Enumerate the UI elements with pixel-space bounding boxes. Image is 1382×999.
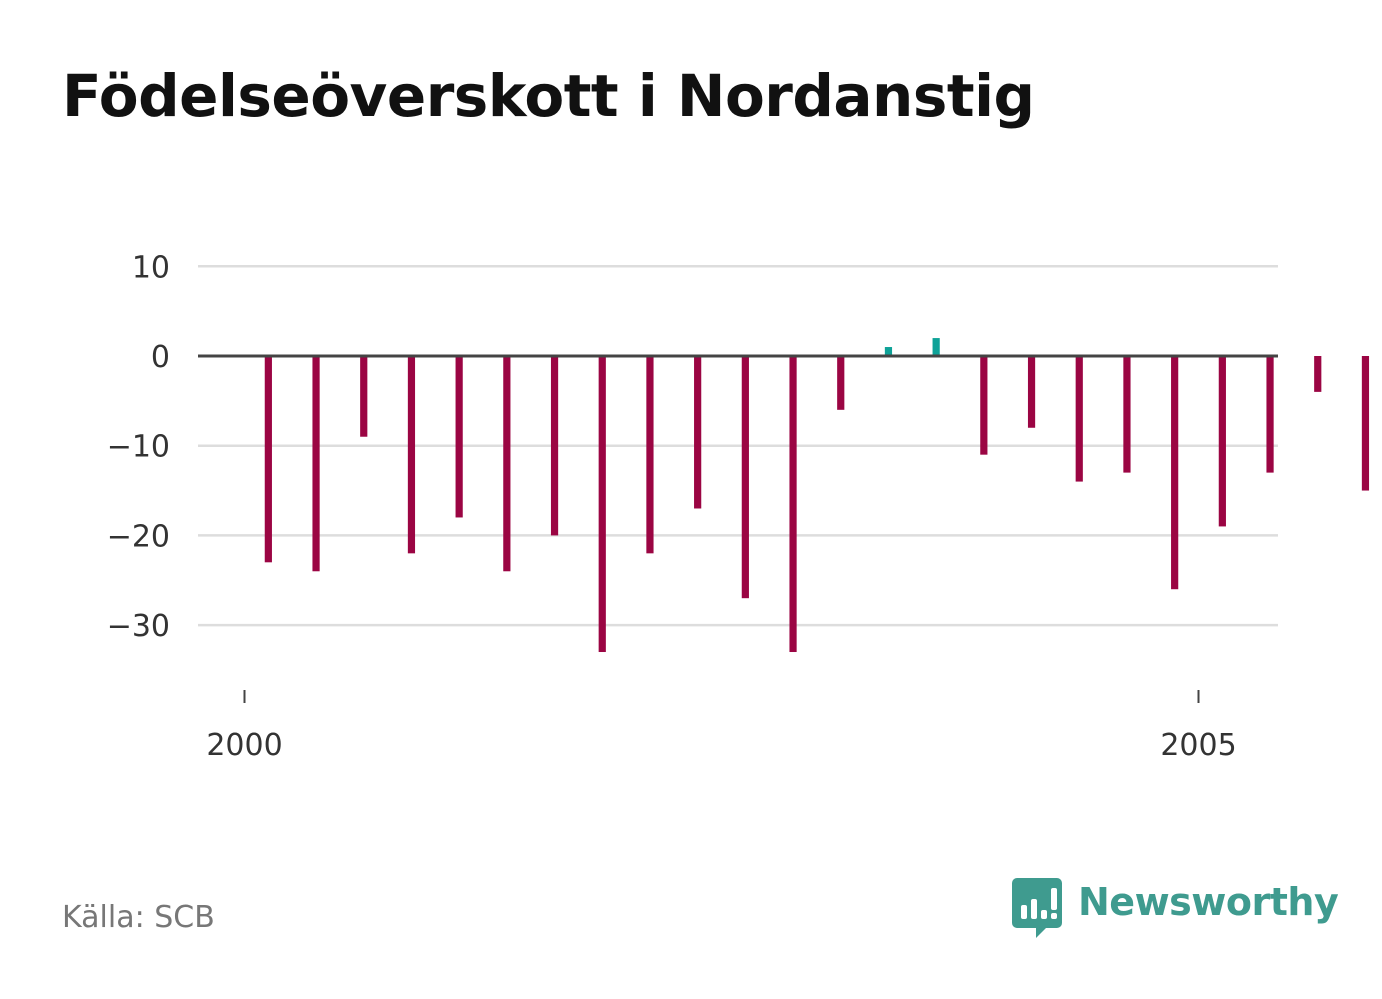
y-tick-label: 0 [151, 340, 170, 375]
bar [503, 356, 511, 572]
y-tick-label: −20 [107, 519, 170, 554]
bar [264, 356, 272, 563]
bar [837, 356, 845, 410]
newsworthy-logo-icon [1012, 878, 1062, 938]
bars [264, 338, 1370, 653]
y-tick-label: −30 [107, 609, 170, 644]
y-tick-label: −10 [107, 430, 170, 465]
bar [789, 356, 797, 653]
y-tick-label: 10 [132, 250, 170, 285]
x-tick-label: 2005 [1160, 728, 1236, 763]
bar [455, 356, 463, 518]
bar [1171, 356, 1179, 590]
chart-title: Födelseöverskott i Nordanstig [62, 62, 1035, 130]
bar [1361, 356, 1370, 491]
bar [550, 356, 559, 536]
bar [1123, 356, 1131, 473]
brand-name: Newsworthy [1078, 880, 1339, 924]
x-tick-label: 2000 [206, 728, 282, 763]
bar [1266, 356, 1274, 473]
source-note: Källa: SCB [62, 900, 215, 935]
bar [646, 356, 654, 554]
bar [1314, 356, 1322, 392]
grid-lines [198, 265, 1278, 627]
bar [1027, 356, 1036, 428]
y-axis-labels: 10 0 −10 −20 −30 [107, 250, 170, 644]
bar [312, 356, 320, 572]
bar [1218, 356, 1226, 527]
bar [1075, 356, 1083, 482]
brand-logo: Newsworthy [1012, 878, 1339, 940]
bar [884, 347, 893, 356]
bar [360, 356, 368, 437]
x-axis: 200020052010201520202025 [206, 690, 1237, 763]
bar [694, 356, 702, 509]
bar [980, 356, 988, 455]
bar [932, 338, 940, 356]
bar [598, 356, 606, 653]
bar [407, 356, 416, 554]
bar [741, 356, 749, 599]
